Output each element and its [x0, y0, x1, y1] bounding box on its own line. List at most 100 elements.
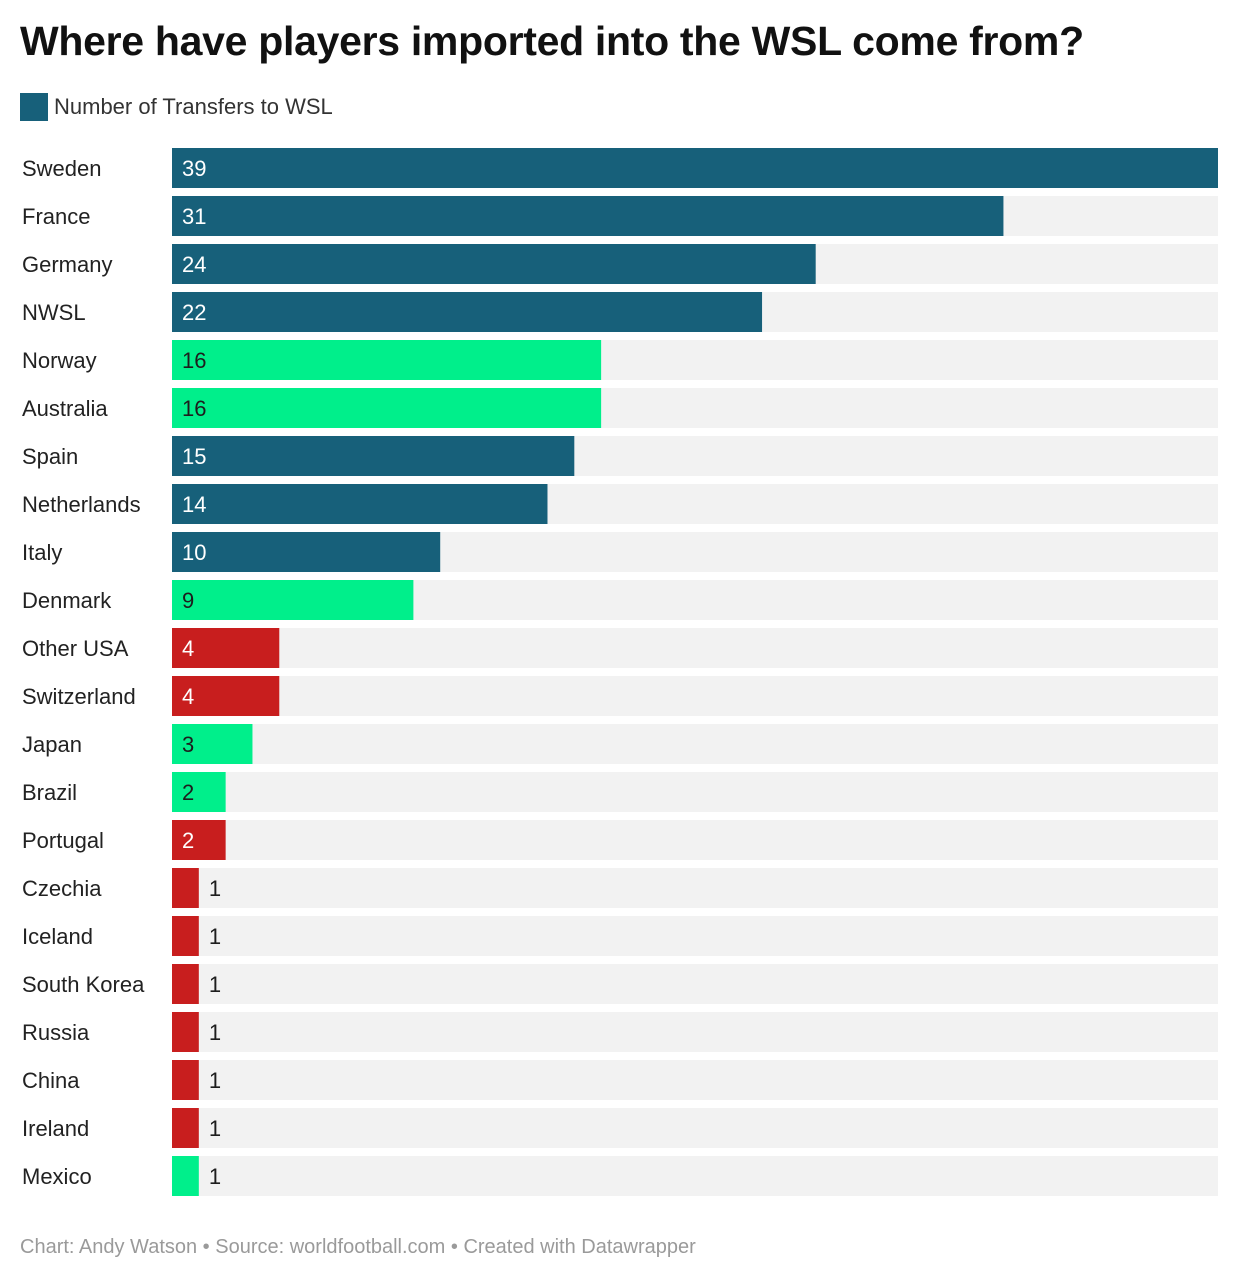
- bar: [172, 724, 253, 764]
- bar-track: [172, 820, 1218, 860]
- value-label: 4: [182, 684, 194, 709]
- bar-row: Sweden 39: [22, 148, 1218, 188]
- legend-swatch: [20, 93, 48, 121]
- bar-track: [172, 1012, 1218, 1052]
- value-label: 1: [209, 1116, 221, 1141]
- category-label: Other USA: [22, 636, 129, 661]
- category-label: Spain: [22, 444, 78, 469]
- chart-title: Where have players imported into the WSL…: [20, 18, 1084, 64]
- category-label: Portugal: [22, 828, 104, 853]
- legend-label: Number of Transfers to WSL: [54, 94, 333, 119]
- bar-row: Australia 16: [22, 388, 1218, 428]
- category-label: China: [22, 1068, 80, 1093]
- value-label: 9: [182, 588, 194, 613]
- bar-row: Other USA 4: [22, 628, 1218, 668]
- bar: [172, 436, 575, 476]
- bar-track: [172, 676, 1218, 716]
- category-label: Switzerland: [22, 684, 136, 709]
- value-label: 2: [182, 780, 194, 805]
- value-label: 15: [182, 444, 206, 469]
- bar-row: Switzerland 4: [22, 676, 1218, 716]
- value-label: 1: [209, 1020, 221, 1045]
- bar-track: [172, 628, 1218, 668]
- bar: [172, 1156, 199, 1196]
- bar: [172, 628, 280, 668]
- bar-track: [172, 964, 1218, 1004]
- bar: [172, 388, 602, 428]
- bar-row: Germany 24: [22, 244, 1218, 284]
- value-label: 22: [182, 300, 206, 325]
- category-label: Czechia: [22, 876, 102, 901]
- value-label: 3: [182, 732, 194, 757]
- bar: [172, 1012, 199, 1052]
- bar-row: Brazil 2: [22, 772, 1218, 812]
- bar: [172, 244, 816, 284]
- category-label: Japan: [22, 732, 82, 757]
- bar-row: Iceland 1: [22, 916, 1218, 956]
- bar: [172, 868, 199, 908]
- value-label: 1: [209, 924, 221, 949]
- value-label: 2: [182, 828, 194, 853]
- bar-row: Japan 3: [22, 724, 1218, 764]
- chart-footer: Chart: Andy Watson • Source: worldfootba…: [20, 1236, 696, 1258]
- bar-row: Portugal 2: [22, 820, 1218, 860]
- bar-track: [172, 1108, 1218, 1148]
- bar: [172, 772, 226, 812]
- category-label: Ireland: [22, 1116, 89, 1141]
- category-label: France: [22, 204, 90, 229]
- bar-row: China 1: [22, 1060, 1218, 1100]
- value-label: 4: [182, 636, 194, 661]
- bar: [172, 916, 199, 956]
- bar: [172, 292, 763, 332]
- bar-track: [172, 1060, 1218, 1100]
- bar-track: [172, 1156, 1218, 1196]
- category-label: South Korea: [22, 972, 145, 997]
- bar: [172, 340, 602, 380]
- value-label: 16: [182, 348, 206, 373]
- bar: [172, 532, 441, 572]
- bar: [172, 820, 226, 860]
- category-label: Mexico: [22, 1164, 92, 1189]
- bar-track: [172, 916, 1218, 956]
- category-label: Sweden: [22, 156, 102, 181]
- category-label: Netherlands: [22, 492, 141, 517]
- bar-row: Czechia 1: [22, 868, 1218, 908]
- value-label: 1: [209, 972, 221, 997]
- bar: [172, 580, 414, 620]
- bar-track: [172, 772, 1218, 812]
- bar: [172, 676, 280, 716]
- bar: [172, 196, 1004, 236]
- bar-track: [172, 724, 1218, 764]
- category-label: Denmark: [22, 588, 112, 613]
- category-label: Germany: [22, 252, 112, 277]
- category-label: NWSL: [22, 300, 86, 325]
- value-label: 24: [182, 252, 206, 277]
- bar-row: Spain 15: [22, 436, 1218, 476]
- category-label: Australia: [22, 396, 108, 421]
- category-label: Iceland: [22, 924, 93, 949]
- bar-row: NWSL 22: [22, 292, 1218, 332]
- value-label: 1: [209, 1164, 221, 1189]
- value-label: 39: [182, 156, 206, 181]
- value-label: 10: [182, 540, 206, 565]
- value-label: 1: [209, 876, 221, 901]
- bar-row: Ireland 1: [22, 1108, 1218, 1148]
- value-label: 31: [182, 204, 206, 229]
- bar-row: Norway 16: [22, 340, 1218, 380]
- bar: [172, 148, 1218, 188]
- category-label: Italy: [22, 540, 62, 565]
- bar: [172, 964, 199, 1004]
- bar-row: Russia 1: [22, 1012, 1218, 1052]
- category-label: Russia: [22, 1020, 90, 1045]
- value-label: 14: [182, 492, 206, 517]
- category-label: Norway: [22, 348, 97, 373]
- bar: [172, 1108, 199, 1148]
- bar-row: Netherlands 14: [22, 484, 1218, 524]
- bar-track: [172, 868, 1218, 908]
- value-label: 16: [182, 396, 206, 421]
- value-label: 1: [209, 1068, 221, 1093]
- bar-row: Italy 10: [22, 532, 1218, 572]
- bar-row: France 31: [22, 196, 1218, 236]
- bar-row: Mexico 1: [22, 1156, 1218, 1196]
